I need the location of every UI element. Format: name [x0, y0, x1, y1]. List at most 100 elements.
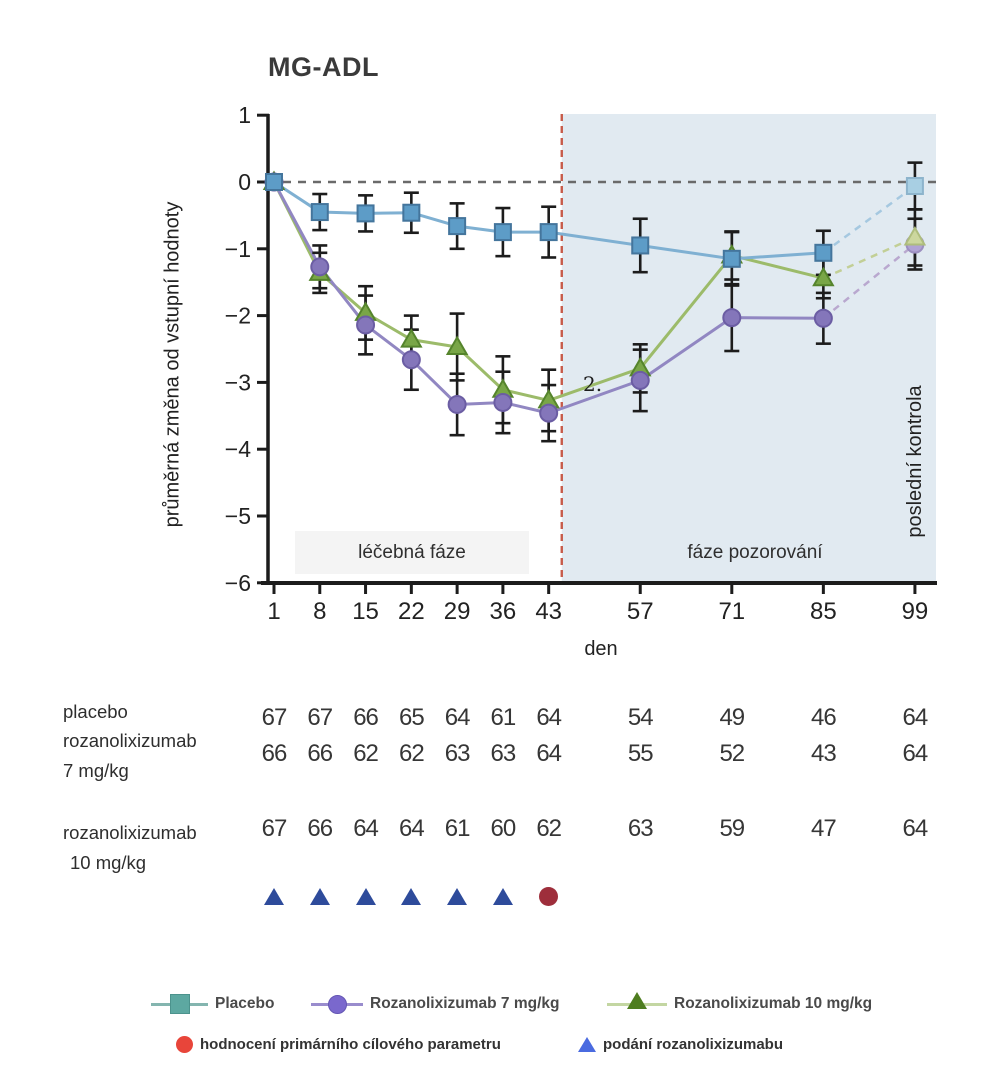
count-value: 66: [353, 704, 379, 731]
count-value: 52: [719, 740, 745, 767]
count-value: 66: [307, 815, 333, 842]
count-value: 63: [444, 740, 471, 767]
x-tick-label: 57: [627, 598, 654, 625]
placebo-marker: [722, 249, 741, 268]
legend-item-dosing: podání rozanolixizumabu: [578, 1033, 783, 1055]
count-value: 64: [536, 740, 562, 767]
count-value: 66: [261, 740, 288, 767]
y-tick-label: −3: [225, 369, 251, 395]
placebo-marker: [448, 217, 467, 236]
y-tick-label: 1: [238, 102, 251, 128]
rozanolixizumab-10-mg/kg-marker: [445, 335, 469, 355]
placebo-square-icon: [169, 994, 190, 1014]
last-visit-connector: [822, 243, 916, 320]
count-row-roz7: 66 66 62 62 63 63 64 55 52 43 64: [0, 740, 1004, 770]
count-value: 43: [811, 740, 837, 767]
x-tick-label: 8: [313, 598, 326, 625]
table-label-placebo: placebo: [63, 701, 128, 722]
placebo-marker: [402, 203, 421, 222]
x-tick-label: 1: [267, 598, 280, 625]
dose-triangle-icon: [309, 888, 330, 905]
x-tick-label: 15: [352, 598, 379, 625]
rozanolixizumab-7-mg/kg-marker: [813, 308, 833, 328]
treatment-phase-label: léčebná fáze: [295, 531, 529, 574]
count-value: 64: [902, 740, 929, 767]
placebo-marker: [265, 173, 283, 191]
roz7-line-swatch: [311, 994, 363, 1014]
roz10-line-swatch: [607, 991, 667, 1009]
rozanolixizumab-7-mg/kg-marker: [356, 315, 376, 335]
y-tick-label: −6: [225, 570, 251, 596]
placebo-marker: [814, 243, 833, 262]
last-visit-marker: [903, 225, 927, 246]
count-value: 49: [719, 704, 745, 731]
x-tick-label: 36: [490, 598, 517, 625]
legend-item-primary-endpoint: hodnocení primárního cílového parametru: [176, 1033, 501, 1055]
legend-label: Placebo: [215, 995, 275, 1012]
last-visit-label: poslední kontrola: [904, 385, 926, 538]
table-label-roz7-line2: 7 mg/kg: [63, 760, 129, 781]
count-value: 64: [536, 704, 562, 731]
count-value: 67: [307, 704, 333, 731]
count-value: 46: [811, 704, 837, 731]
dose-triangle-icon: [492, 888, 513, 905]
count-value: 61: [444, 815, 471, 842]
count-value: 64: [444, 704, 471, 731]
roz10-triangle-icon: [627, 991, 647, 1009]
count-value: 67: [261, 815, 288, 842]
count-value: 62: [353, 740, 379, 767]
table-label-roz10-line1: rozanolixizumab: [63, 822, 197, 843]
y-tick-label: 0: [238, 169, 251, 195]
primary-endpoint-circle-icon: [176, 1035, 193, 1053]
rozanolixizumab-7-mg/kg-marker: [447, 394, 467, 414]
y-tick-label: −5: [225, 503, 251, 529]
legend-label: Rozanolixizumab 7 mg/kg: [370, 995, 560, 1012]
count-value: 60: [490, 815, 517, 842]
x-tick-label: 71: [718, 598, 745, 625]
count-value: 63: [627, 815, 654, 842]
dosing-triangle-icon: [578, 1036, 596, 1052]
legend-item-placebo: Placebo: [151, 993, 274, 1015]
dose-triangle-icon: [401, 888, 422, 905]
observation-phase-label: fáze pozorování: [687, 542, 823, 563]
y-axis-label: průměrná změna od vstupní hodnoty: [161, 201, 184, 528]
dose-triangle-icon: [447, 888, 468, 905]
placebo-marker: [356, 204, 375, 223]
count-value: 47: [811, 815, 837, 842]
last-visit-marker: [905, 177, 924, 196]
placebo-line-swatch: [151, 994, 208, 1014]
legend-item-roz7: Rozanolixizumab 7 mg/kg: [311, 993, 559, 1015]
rozanolixizumab-7-mg/kg-marker: [401, 350, 421, 370]
count-value: 61: [490, 704, 517, 731]
table-label-roz10-line2: 10 mg/kg: [70, 852, 147, 873]
legend-item-roz10: Rozanolixizumab 10 mg/kg: [607, 991, 872, 1015]
rozanolixizumab-10-mg/kg-marker: [400, 328, 423, 348]
stray-annotation: 2.: [583, 372, 603, 396]
count-value: 63: [490, 740, 517, 767]
legend-label: hodnocení primárního cílového parametru: [200, 1035, 501, 1053]
placebo-marker: [493, 223, 512, 242]
x-axis-label: den: [584, 638, 618, 660]
x-tick-label: 85: [810, 598, 837, 625]
dose-triangle-icon: [264, 888, 284, 905]
rozanolixizumab-7-mg/kg-marker: [493, 392, 513, 412]
y-tick-label: −2: [225, 303, 251, 329]
mg-adl-chart: 1 0 −1 −2 −3 −4 −5 −6 1 8 15 22 29 36 43 57 71 85 99: [225, 102, 938, 625]
y-tick-label: −1: [225, 236, 251, 262]
x-tick-label: 29: [444, 598, 471, 625]
rozanolixizumab-7-mg/kg-marker: [539, 403, 559, 423]
count-value: 54: [627, 704, 654, 731]
count-value: 64: [902, 815, 929, 842]
rozanolixizumab-7-mg/kg-marker: [310, 257, 330, 277]
series-line: [273, 180, 824, 261]
dose-triangle-icon: [355, 888, 376, 905]
count-row-roz10: 67 66 64 64 61 60 62 63 59 47 64: [0, 815, 1004, 845]
y-tick-label: −4: [225, 436, 251, 462]
placebo-marker: [631, 236, 650, 255]
count-value: 64: [902, 704, 929, 731]
count-value: 66: [307, 740, 333, 767]
last-visit-connector: [822, 236, 916, 280]
count-value: 59: [719, 815, 745, 842]
count-row-placebo: 67 67 66 65 64 61 64 54 49 46 64: [0, 704, 1004, 734]
page-title: MG-ADL: [268, 52, 379, 82]
